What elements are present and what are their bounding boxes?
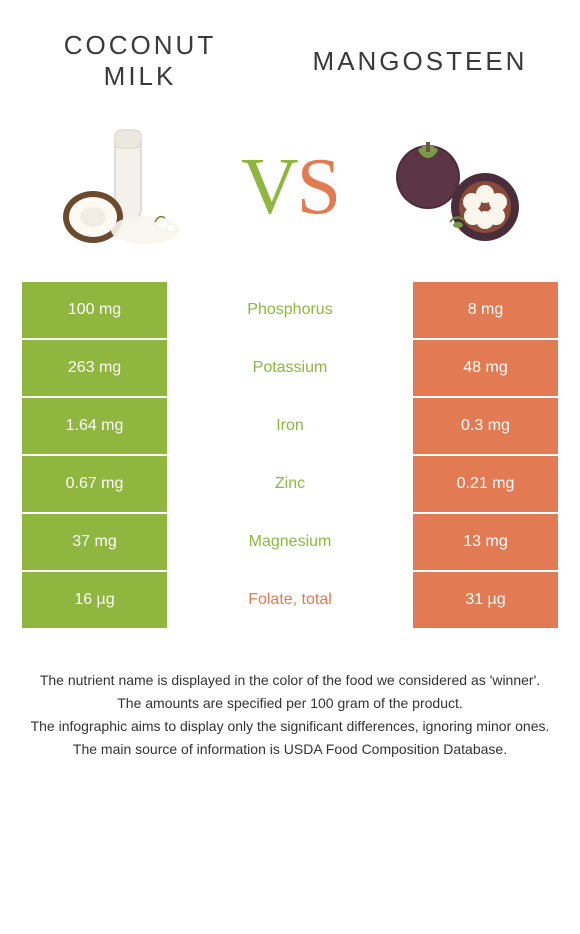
nutrient-label: Zinc	[167, 456, 413, 512]
right-value: 48 mg	[413, 340, 558, 396]
footer-line: The amounts are specified per 100 gram o…	[20, 693, 560, 714]
vs-s: S	[297, 143, 340, 231]
nutrient-label: Folate, total	[167, 572, 413, 628]
left-value: 37 mg	[22, 514, 167, 570]
nutrient-label: Potassium	[167, 340, 413, 396]
title-left-line1: COCONUT	[40, 30, 240, 61]
right-value: 8 mg	[413, 282, 558, 338]
table-row: 100 mg Phosphorus 8 mg	[22, 282, 558, 338]
right-value: 0.21 mg	[413, 456, 558, 512]
table-row: 37 mg Magnesium 13 mg	[22, 514, 558, 570]
footer-notes: The nutrient name is displayed in the co…	[0, 630, 580, 760]
nutrient-table: 100 mg Phosphorus 8 mg 263 mg Potassium …	[0, 282, 580, 628]
table-row: 16 µg Folate, total 31 µg	[22, 572, 558, 628]
right-value: 13 mg	[413, 514, 558, 570]
nutrient-label: Iron	[167, 398, 413, 454]
left-value: 1.64 mg	[22, 398, 167, 454]
vs-label: VS	[241, 142, 339, 233]
left-value: 263 mg	[22, 340, 167, 396]
images-row: VS	[0, 92, 580, 282]
header: COCONUT MILK MANGOSTEEN	[0, 0, 580, 92]
vs-v: V	[241, 143, 297, 231]
table-row: 0.67 mg Zinc 0.21 mg	[22, 456, 558, 512]
mangosteen-image	[380, 117, 540, 257]
nutrient-label: Magnesium	[167, 514, 413, 570]
title-left: COCONUT MILK	[40, 30, 240, 92]
table-row: 263 mg Potassium 48 mg	[22, 340, 558, 396]
nutrient-label: Phosphorus	[167, 282, 413, 338]
left-value: 100 mg	[22, 282, 167, 338]
footer-line: The main source of information is USDA F…	[20, 739, 560, 760]
left-value: 16 µg	[22, 572, 167, 628]
left-value: 0.67 mg	[22, 456, 167, 512]
title-right: MANGOSTEEN	[300, 46, 540, 77]
title-left-line2: MILK	[40, 61, 240, 92]
coconut-milk-image	[40, 117, 200, 257]
right-value: 31 µg	[413, 572, 558, 628]
right-value: 0.3 mg	[413, 398, 558, 454]
footer-line: The nutrient name is displayed in the co…	[20, 670, 560, 691]
footer-line: The infographic aims to display only the…	[20, 716, 560, 737]
table-row: 1.64 mg Iron 0.3 mg	[22, 398, 558, 454]
